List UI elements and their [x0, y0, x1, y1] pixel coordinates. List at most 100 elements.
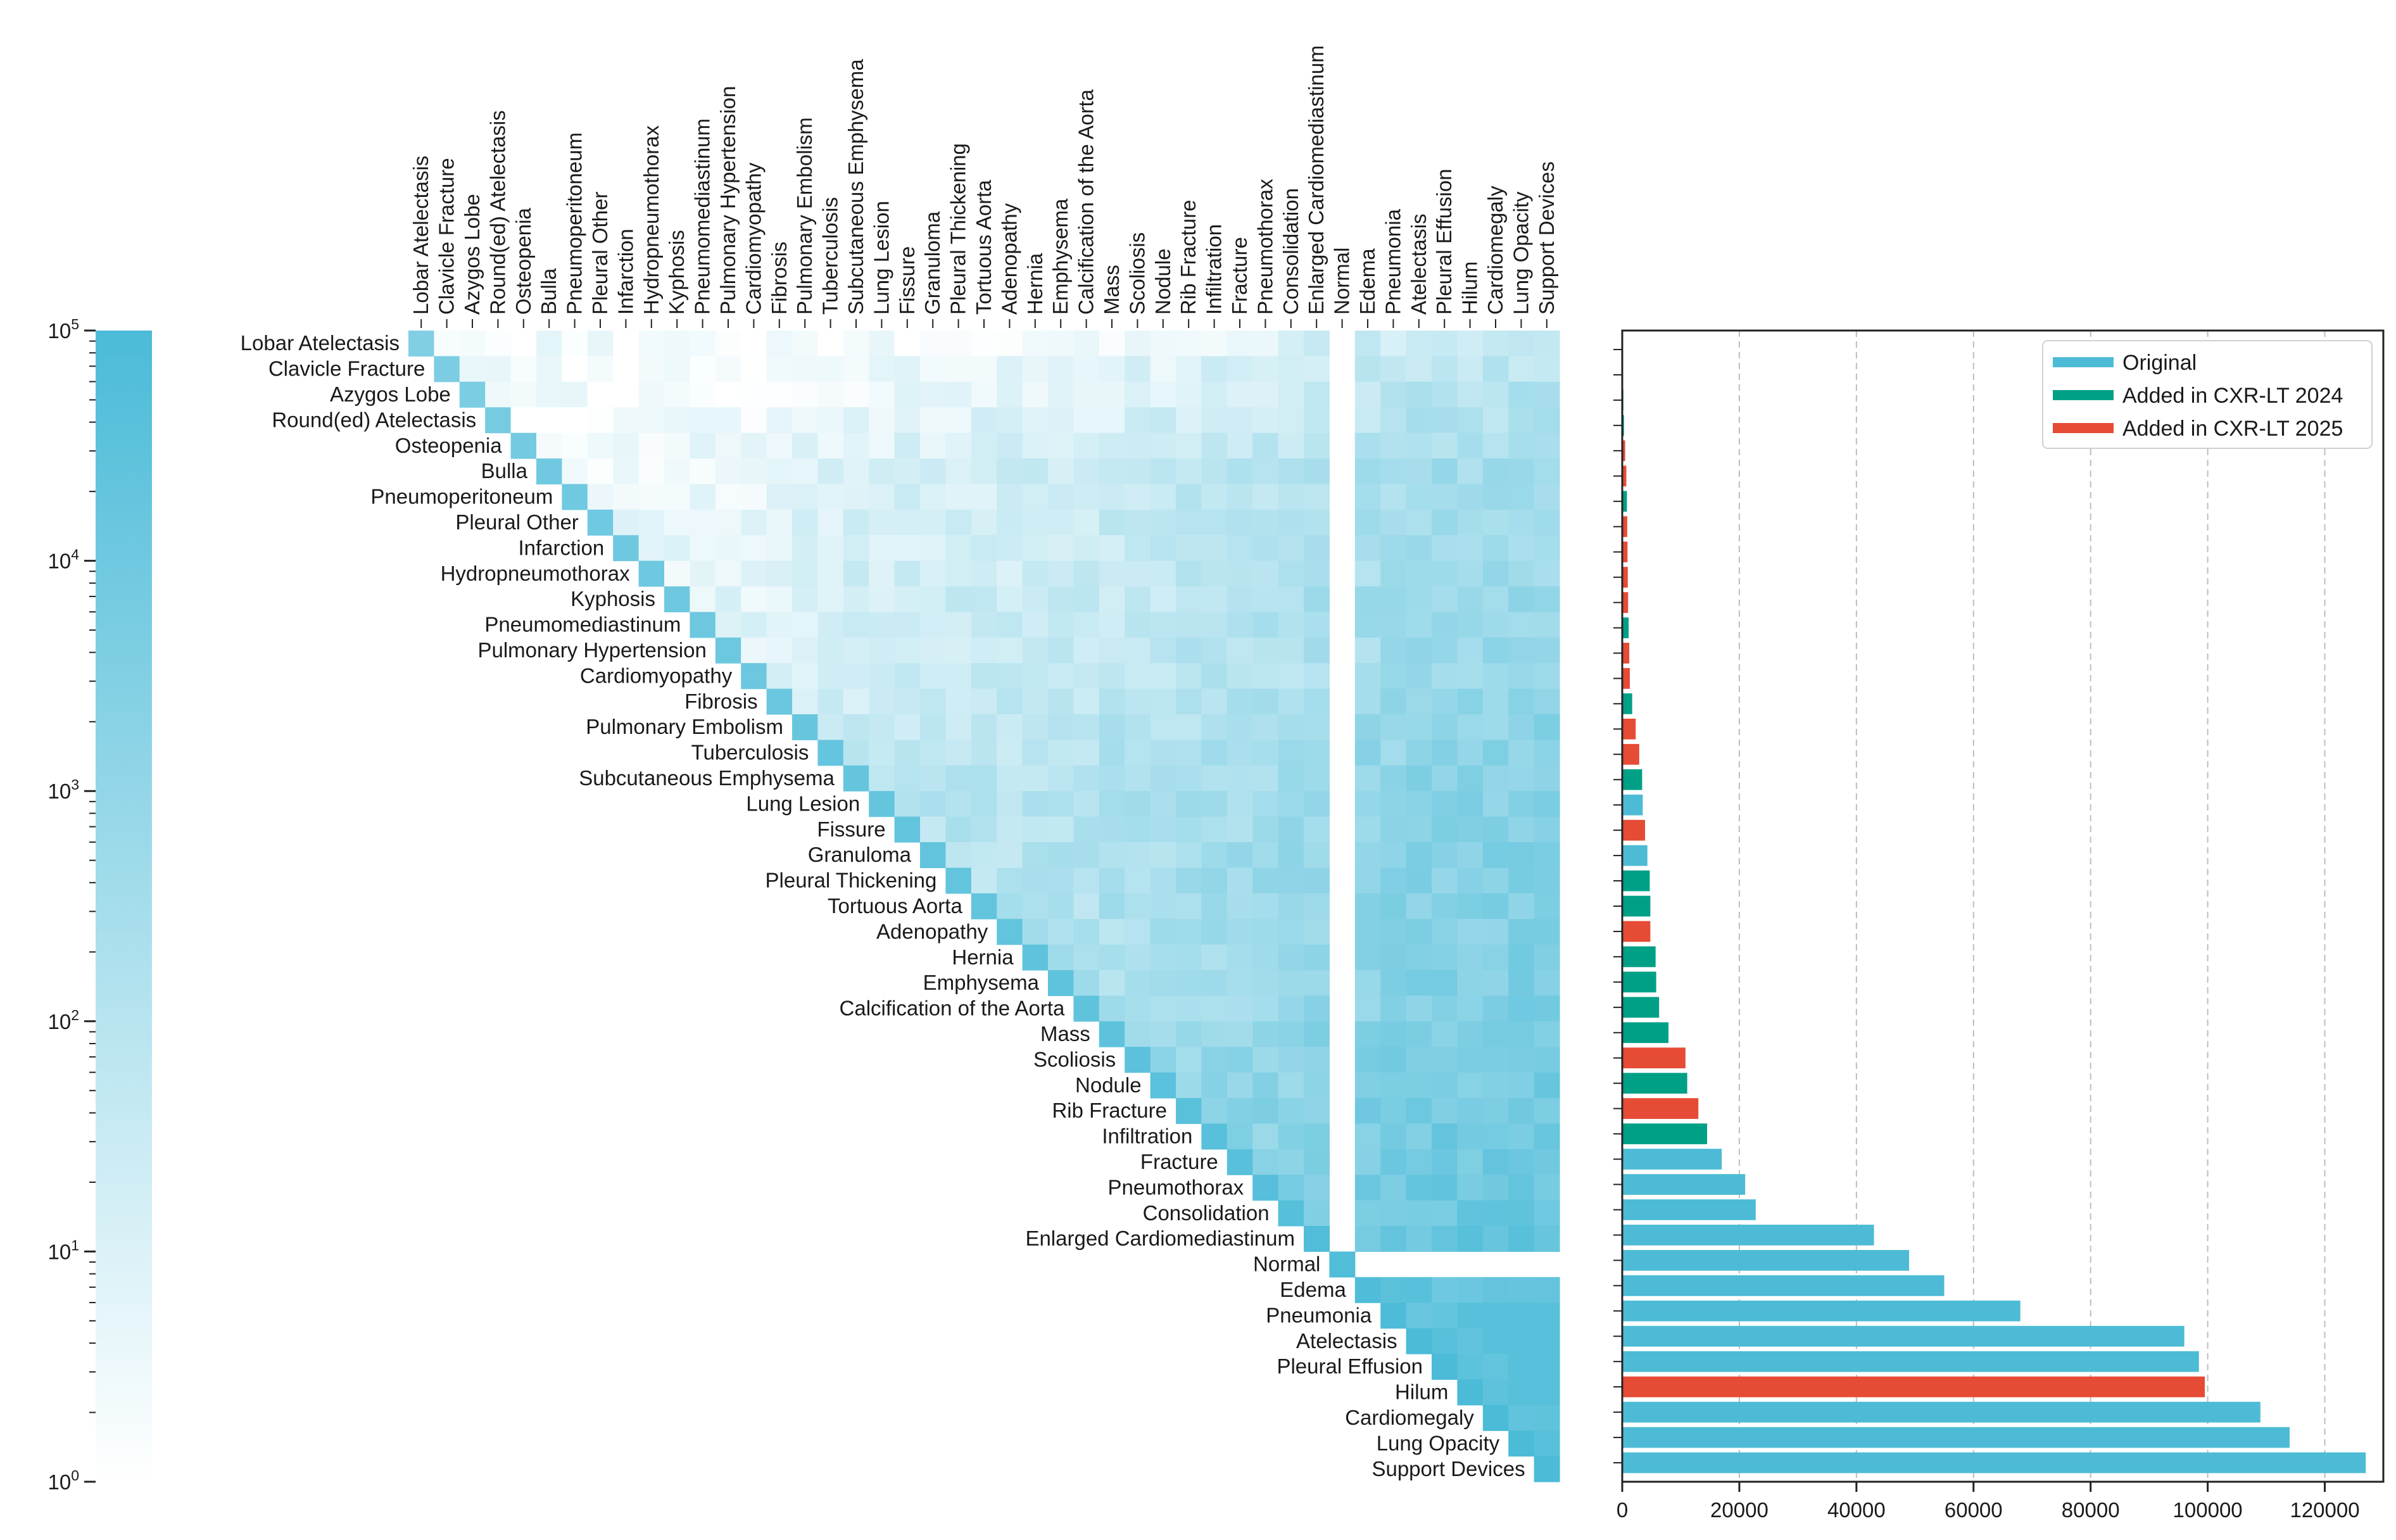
heatmap-cell-cardiomyopathy--tortuous-aorta	[971, 663, 997, 690]
heatmap-cell-emphysema--cardiomegaly	[1482, 970, 1509, 996]
heatmap-cell-mass--pleural-effusion	[1432, 1021, 1458, 1047]
heatmap-cell-lung-lesion--pleural-thickening	[945, 791, 972, 817]
heatmap-cell-fibrosis--cardiomegaly	[1482, 688, 1509, 715]
heatmap-cell-fibrosis--calcification-of-the-aorta	[1073, 688, 1100, 715]
heatmap-cell-adenopathy--emphysema	[1048, 919, 1074, 945]
heatmap-cell-infarction--tuberculosis	[817, 535, 844, 562]
heatmap-cell-pulmonary-embolism--calcification-of-the-aorta	[1073, 714, 1100, 740]
heatmap-cell-pleural-other--hydropneumothorax	[638, 509, 665, 536]
heatmap-cell-kyphosis--pulmonary-hypertension	[715, 586, 741, 612]
heatmap-cell-cardiomyopathy--rib-fracture	[1176, 663, 1202, 690]
heatmap-cell-infiltration--lung-opacity	[1508, 1123, 1535, 1150]
heatmap-cell-pleural-thickening--hernia	[1022, 868, 1049, 894]
heatmap-cell-pneumomediastinum--fissure	[894, 612, 921, 638]
heatmap-cell-tortuous-aorta--atelectasis	[1406, 893, 1432, 919]
heatmap-cell-osteopenia--cardiomyopathy	[741, 432, 767, 459]
colorbar-tick-label: 105	[47, 316, 79, 343]
heatmap-cell-scoliosis--support-devices	[1534, 1047, 1560, 1073]
heatmap-cell-tuberculosis--granuloma	[920, 740, 946, 766]
heatmap-cell-bulla--adenopathy	[997, 458, 1023, 484]
bar-normal	[1622, 1250, 1910, 1271]
heatmap-cell-pleural-thickening--support-devices	[1534, 868, 1560, 894]
heatmap-cell-calcification-of-the-aorta--calcification-of-the-aorta	[1073, 995, 1100, 1022]
heatmap-cell-hydropneumothorax--fracture	[1226, 560, 1253, 587]
heatmap-cell-pneumomediastinum--rib-fracture	[1176, 612, 1202, 638]
heatmap-cell-pleural-thickening--infiltration	[1201, 868, 1228, 894]
heatmap-cell-scoliosis--cardiomegaly	[1482, 1047, 1509, 1073]
heatmap-cell-infiltration--enlarged-cardiomediastinum	[1304, 1123, 1330, 1150]
heatmap-cell-fissure--fissure	[894, 816, 921, 843]
heatmap-cell-cardiomyopathy--hernia	[1022, 663, 1049, 690]
heatmap-cell-tortuous-aorta--consolidation	[1278, 893, 1304, 919]
heatmap-cell-emphysema--infiltration	[1201, 970, 1228, 996]
heatmap-cell-osteopenia--hernia	[1022, 432, 1049, 459]
heatmap-cell-azygos-lobe--fibrosis	[766, 381, 793, 408]
heatmap-cell-hernia--pneumonia	[1380, 944, 1407, 971]
heatmap-cell-infiltration--atelectasis	[1406, 1123, 1432, 1150]
heatmap-cell-round-ed-atelectasis--hilum	[1457, 407, 1484, 434]
heatmap-cell-lung-lesion--consolidation	[1278, 791, 1304, 817]
heatmap-cell-pulmonary-embolism--pneumonia	[1380, 714, 1407, 740]
heatmap-cell-lobar-atelectasis--bulla	[536, 331, 562, 357]
bar-infarction	[1622, 541, 1628, 562]
heatmap-cell-fibrosis--pneumothorax	[1252, 688, 1279, 715]
heatmap-cell-emphysema--enlarged-cardiomediastinum	[1304, 970, 1330, 996]
heatmap-cell-azygos-lobe--calcification-of-the-aorta	[1073, 381, 1100, 408]
heatmap-cell-osteopenia--infiltration	[1201, 432, 1228, 459]
legend-swatch-added-in-cxr-lt-2024	[2053, 390, 2114, 400]
heatmap-cell-edema--pneumonia	[1380, 1277, 1407, 1303]
heatmap-cell-emphysema--rib-fracture	[1176, 970, 1202, 996]
heatmap-cell-round-ed-atelectasis--fracture	[1226, 407, 1253, 434]
heatmap-cell-calcification-of-the-aorta--pleural-effusion	[1432, 995, 1458, 1022]
bar-rib-fracture	[1622, 1098, 1699, 1120]
heatmap-cell-calcification-of-the-aorta--consolidation	[1278, 995, 1304, 1022]
heatmap-cell-cardiomyopathy--scoliosis	[1125, 663, 1151, 690]
heatmap-cell-pleural-other--support-devices	[1534, 509, 1560, 536]
heatmap-cell-tortuous-aorta--tortuous-aorta	[971, 893, 997, 919]
heatmap-cell-granuloma--fracture	[1226, 842, 1253, 868]
heatmap-cell-pleural-thickening--cardiomegaly	[1482, 868, 1509, 894]
heatmap-col-label-infarction: Infarction	[614, 229, 637, 315]
heatmap-cell-nodule--pneumonia	[1380, 1072, 1407, 1099]
heatmap-cell-lung-lesion--lung-lesion	[869, 791, 895, 817]
heatmap-cell-bulla--pneumoperitoneum	[562, 458, 588, 484]
heatmap-col-label-consolidation: Consolidation	[1279, 188, 1302, 315]
heatmap-cell-round-ed-atelectasis--edema	[1354, 407, 1381, 434]
heatmap-cell-hydropneumothorax--emphysema	[1048, 560, 1074, 587]
heatmap-cell-pleural-effusion--pleural-effusion	[1432, 1354, 1458, 1380]
heatmap-cell-fissure--pneumothorax	[1252, 816, 1279, 843]
heatmap-cell-fibrosis--subcutaneous-emphysema	[843, 688, 869, 715]
heatmap-cell-pulmonary-embolism--fracture	[1226, 714, 1253, 740]
heatmap-cell-atelectasis--lung-opacity	[1508, 1328, 1535, 1354]
heatmap-cell-pneumomediastinum--subcutaneous-emphysema	[843, 612, 869, 638]
heatmap-col-label-rib-fracture: Rib Fracture	[1176, 199, 1200, 315]
heatmap-cell-pleural-effusion--cardiomegaly	[1482, 1354, 1509, 1380]
heatmap-cell-bulla--cardiomyopathy	[741, 458, 767, 484]
heatmap-cell-calcification-of-the-aorta--fracture	[1226, 995, 1253, 1022]
heatmap-cell-infarction--granuloma	[920, 535, 946, 562]
heatmap-cell-bulla--kyphosis	[664, 458, 690, 484]
heatmap-cell-granuloma--edema	[1354, 842, 1381, 868]
heatmap-cell-granuloma--adenopathy	[997, 842, 1023, 868]
heatmap-cell-scoliosis--hilum	[1457, 1047, 1484, 1073]
heatmap-cell-fibrosis--hilum	[1457, 688, 1484, 715]
heatmap-cell-pneumomediastinum--calcification-of-the-aorta	[1073, 612, 1100, 638]
heatmap-cell-subcutaneous-emphysema--mass	[1099, 765, 1125, 792]
heatmap-cell-hernia--enlarged-cardiomediastinum	[1304, 944, 1330, 971]
heatmap-cell-enlarged-cardiomediastinum--lung-opacity	[1508, 1226, 1535, 1252]
heatmap-cell-hydropneumothorax--hernia	[1022, 560, 1049, 587]
heatmap-cell-pneumoperitoneum--pneumothorax	[1252, 484, 1279, 510]
heatmap-cell-granuloma--pneumothorax	[1252, 842, 1279, 868]
bar-pleural-effusion	[1622, 1351, 2199, 1372]
heatmap-cell-kyphosis--tuberculosis	[817, 586, 844, 612]
heatmap-cell-fissure--consolidation	[1278, 816, 1304, 843]
heatmap-cell-pulmonary-hypertension--pulmonary-embolism	[792, 637, 818, 664]
heatmap-cell-infarction--pulmonary-embolism	[792, 535, 818, 562]
heatmap-cell-nodule--cardiomegaly	[1482, 1072, 1509, 1099]
heatmap-col-label-nodule: Nodule	[1151, 248, 1175, 315]
heatmap-cell-lobar-atelectasis--atelectasis	[1406, 331, 1432, 357]
heatmap-cell-osteopenia--pneumonia	[1380, 432, 1407, 459]
heatmap-col-label-kyphosis: Kyphosis	[665, 230, 688, 315]
heatmap-cell-pneumonia--hilum	[1457, 1303, 1484, 1329]
